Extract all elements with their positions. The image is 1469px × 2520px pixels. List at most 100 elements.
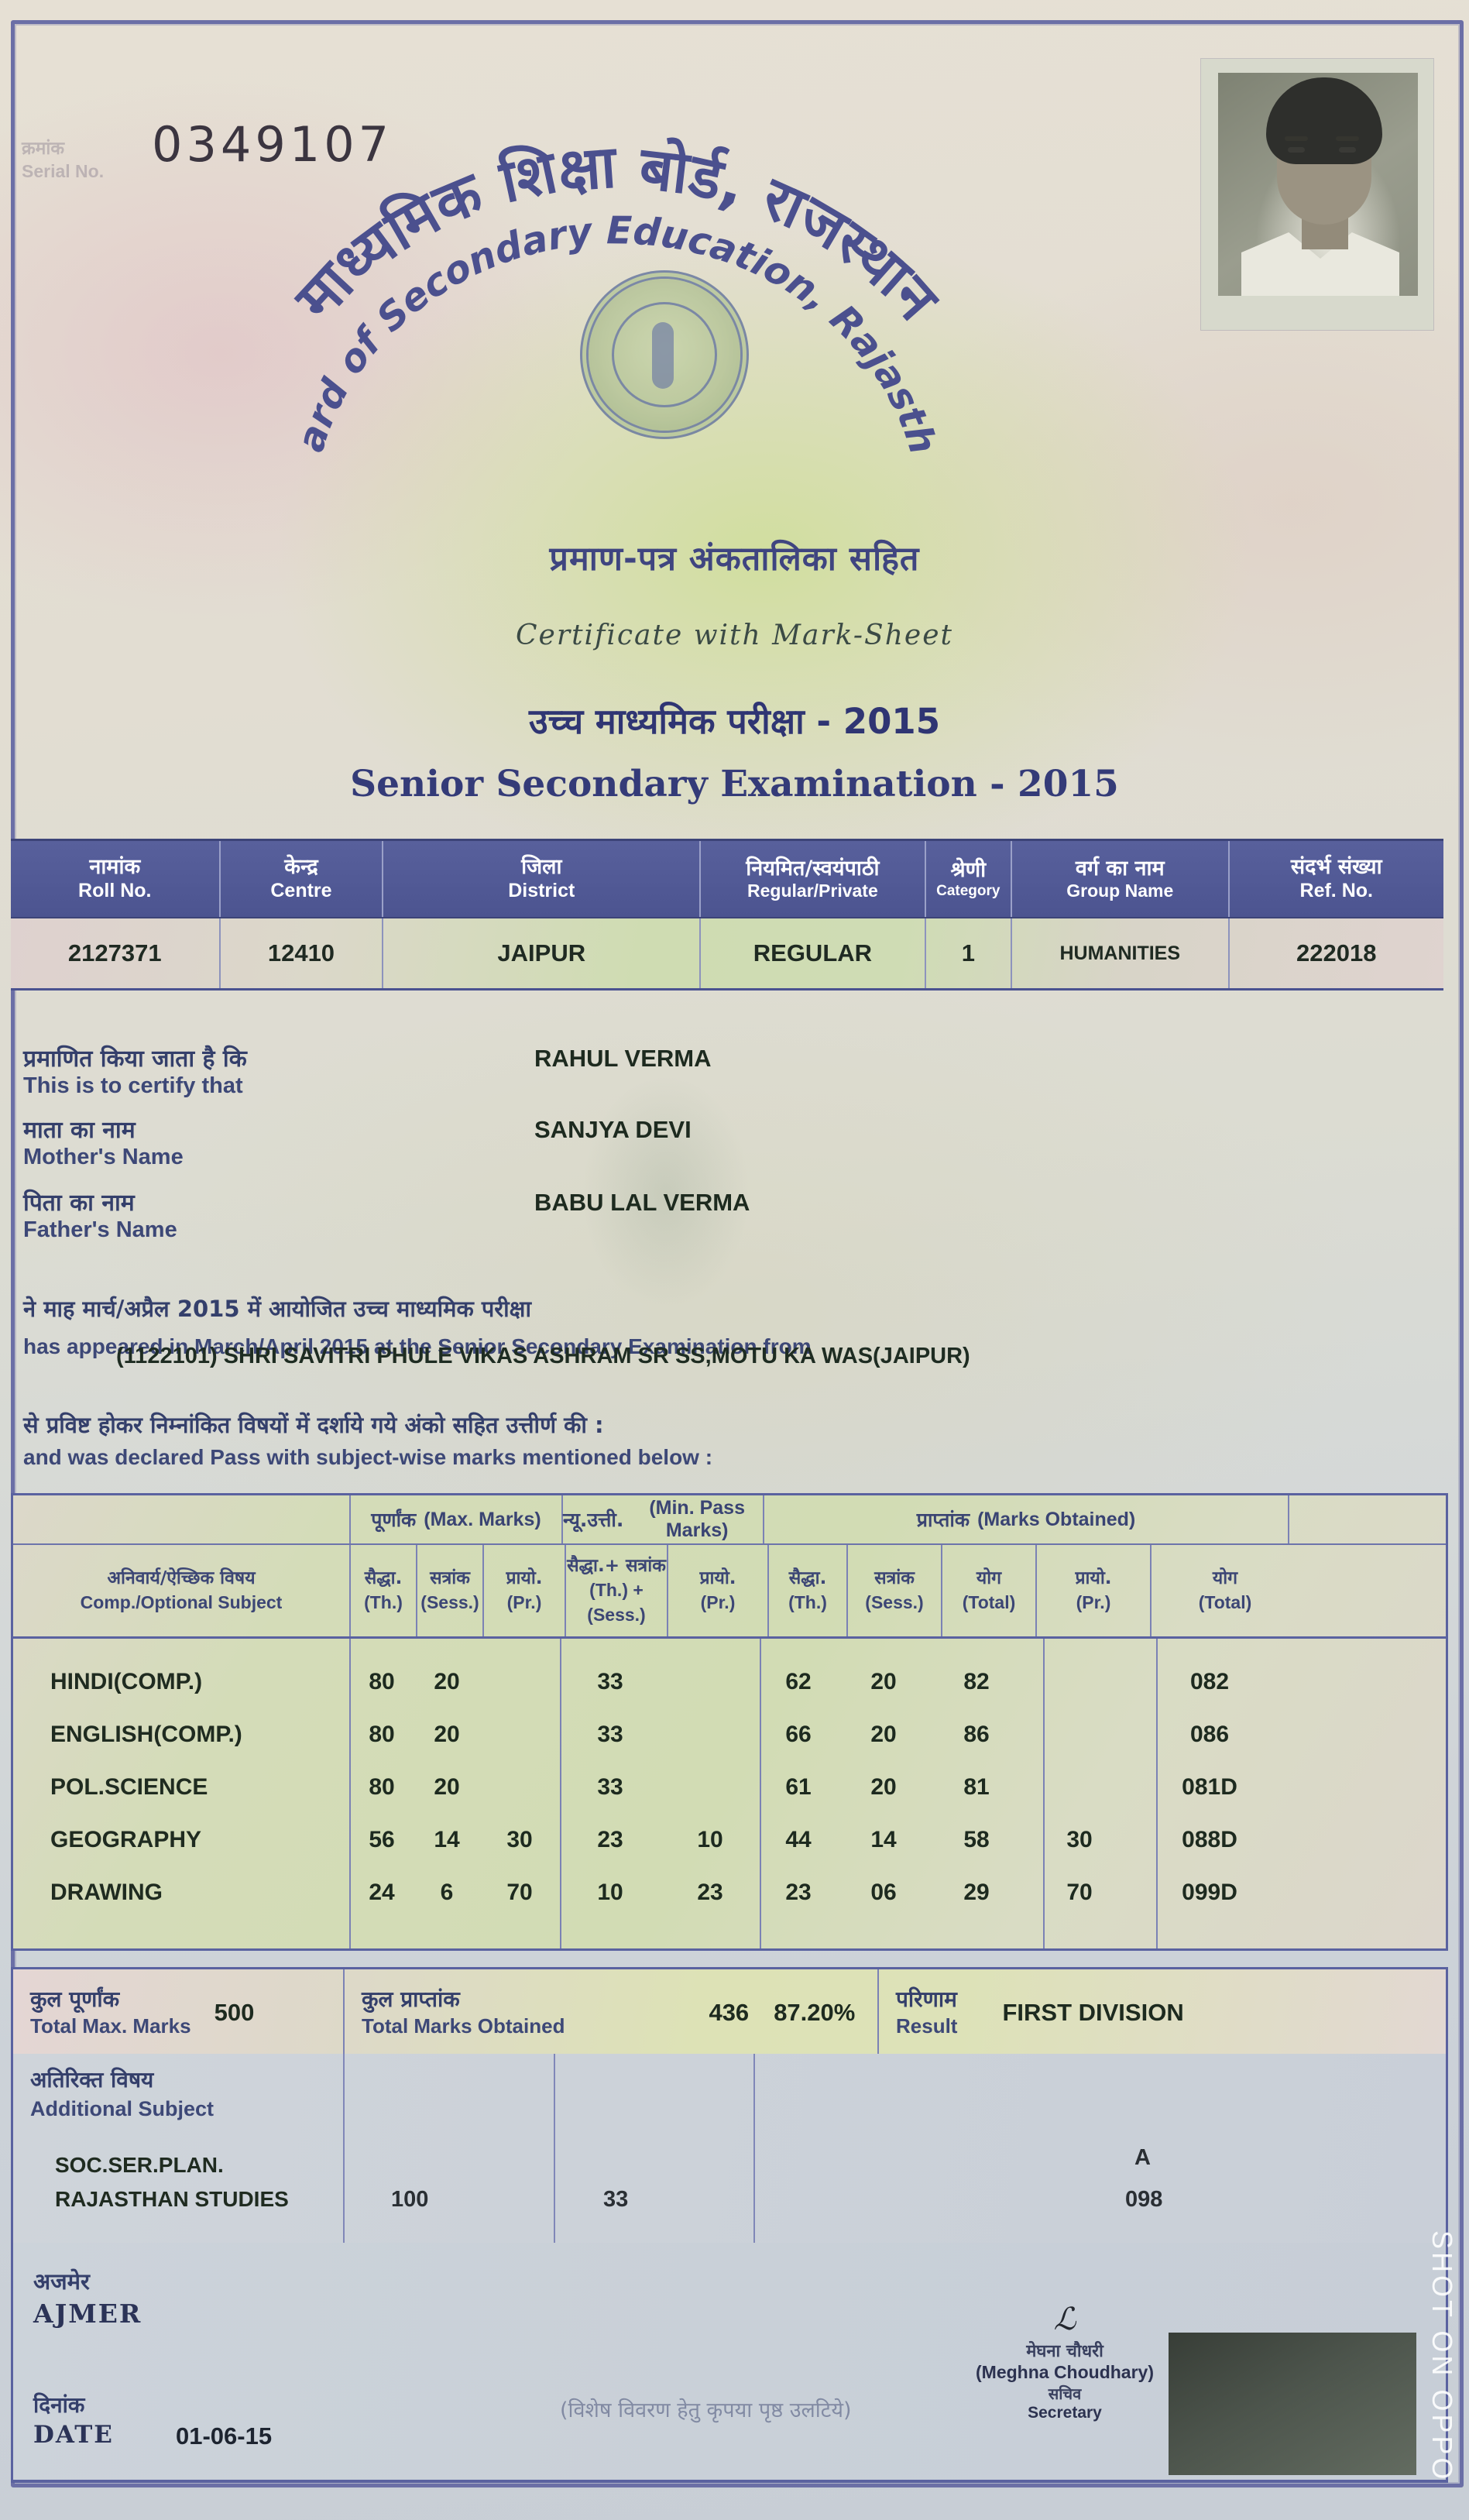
col-regular-private: नियमित/स्वयंपाठी Regular/Private	[701, 841, 926, 917]
marks-cell-min-thsess: 23	[597, 1827, 623, 1852]
marks-cell-max-th: 80	[369, 1722, 395, 1747]
marks-cell-obt-sess: 20	[870, 1722, 897, 1747]
sub-max-pr: प्रायो. (Pr.)	[484, 1545, 566, 1636]
additional-subject-2: RAJASTHAN STUDIES	[55, 2187, 289, 2211]
additional-min-cell: 33	[555, 2054, 755, 2243]
additional-subject-names: अतिरिक्त विषय Additional Subject SOC.SER…	[13, 2054, 345, 2243]
marks-rows: HINDI(COMP.) 80 20 33 62 20 82 082 ENGLISH(COMP.…	[13, 1639, 1446, 1948]
marks-cell-max-sess: 20	[434, 1669, 460, 1694]
marks-cell-grand-total: 086	[1189, 1722, 1230, 1747]
school-name: (1122101) SHRI SAVITRI PHULE VIKAS ASHRA…	[116, 1344, 970, 1368]
mother-label-hi: माता का नाम	[23, 1117, 136, 1144]
serial-label: क्रमांक Serial No.	[22, 138, 105, 181]
marks-cell-obt-th: 66	[785, 1722, 812, 1747]
sub-obt-sess: सत्रांक (Sess.)	[848, 1545, 942, 1636]
board-emblem-icon	[589, 279, 740, 431]
marks-cell-grand-total: 082	[1189, 1669, 1230, 1694]
sub-min-pr: प्रायो. (Pr.)	[668, 1545, 769, 1636]
father-label-en: Father's Name	[23, 1217, 177, 1242]
marks-cell-min-pr: 23	[697, 1880, 723, 1905]
subject-column-header: अनिवार्य/ऐच्छिक विषय Comp./Optional Subj…	[13, 1545, 351, 1636]
marks-cell-grand-total: 099D	[1182, 1880, 1237, 1905]
declared-hi: से प्रविष्ट होकर निम्नांकित विषयों में द…	[23, 1412, 604, 1438]
signatory-role-en: Secretary	[1028, 2404, 1102, 2422]
appeared-text: ने माह मार्च/अप्रैल 2015 में आयोजित उच्च…	[23, 1293, 812, 1359]
percentage-value: 87.20%	[774, 1999, 856, 2026]
camera-watermark: SHOT ON OPPO	[1426, 2230, 1458, 2483]
col-group-name: वर्ग का नाम Group Name	[1012, 841, 1230, 917]
marks-cell-grand-total: 081D	[1182, 1774, 1237, 1800]
watermark-seal-icon	[542, 1030, 790, 1355]
marks-cell-obt-sess: 20	[870, 1669, 897, 1694]
signature-block: ℒ मेघना चौधरी (Meghna Choudhary) सचिव Se…	[964, 2302, 1165, 2422]
col-category: श्रेणी Category	[926, 841, 1013, 917]
totals-row: कुल पूर्णांक Total Max. Marks 500 कुल प्…	[11, 1967, 1448, 2058]
subject-name: POL.SCIENCE	[50, 1774, 208, 1800]
total-obtained-cell: कुल प्राप्तांक Total Marks Obtained 436 …	[345, 1969, 879, 2056]
serial-number: 0349107	[152, 116, 393, 173]
date-value: 01-06-15	[176, 2422, 273, 2450]
candidate-info-header: नामांक Roll No. केन्द्र Centre जिला Distric…	[11, 839, 1443, 918]
result-cell: परिणाम Result FIRST DIVISION	[896, 1986, 1184, 2038]
col-ref-no: संदर्भ संख्या Ref. No.	[1290, 855, 1382, 902]
candidate-info-row: 2127371 12410 JAIPUR REGULAR 1 HUMANITIE…	[11, 918, 1443, 990]
marks-cell-max-sess: 6	[440, 1880, 454, 1905]
sub-obt-th: सैद्धा. (Th.)	[769, 1545, 848, 1636]
additional-marks: 098	[1125, 2187, 1163, 2212]
col-district: जिला District	[383, 841, 702, 917]
additional-grade: A	[1134, 2145, 1151, 2170]
marks-cell-obt-total: 81	[963, 1774, 990, 1800]
additional-result-cell: A 098	[755, 2054, 1286, 2243]
marks-cell-obt-th: 61	[785, 1774, 812, 1800]
marks-cell-min-thsess: 33	[597, 1669, 623, 1694]
total-max-marks-cell: कुल पूर्णांक Total Max. Marks 500	[13, 1969, 345, 2056]
candidate-info-table: नामांक Roll No. केन्द्र Centre जिला Distric…	[11, 839, 1443, 990]
official-stamp	[1169, 2333, 1416, 2475]
appeared-hi: ने माह मार्च/अप्रैल 2015 में आयोजित उच्च…	[23, 1296, 531, 1322]
certificate-title-hi: प्रमाण-पत्र अंकतालिका सहित	[549, 540, 920, 579]
marks-table-row: POL.SCIENCE 80 20 33 61 20 81 081D	[13, 1761, 1446, 1814]
total-obtained-value: 436	[709, 1999, 750, 2026]
marks-cell-obt-sess: 20	[870, 1774, 897, 1800]
value-regular-private: REGULAR	[701, 918, 926, 988]
marks-cell-max-th: 80	[369, 1774, 395, 1800]
marks-cell-obt-sess: 14	[870, 1827, 897, 1852]
student-name: RAHUL VERMA	[534, 1045, 712, 1072]
marks-cell-max-sess: 20	[434, 1722, 460, 1747]
marks-cell-max-th: 56	[369, 1827, 395, 1852]
marks-table: पूर्णांक (Max. Marks) न्यू.उत्ती. (Min. …	[11, 1493, 1448, 1951]
marks-cell-obt-total: 86	[963, 1722, 990, 1747]
additional-subject-section: अतिरिक्त विषय Additional Subject SOC.SER…	[11, 2054, 1448, 2245]
marks-table-row: DRAWING 24 6 70 10 23 23 06 29 70 099D	[13, 1866, 1446, 1919]
mother-label-en: Mother's Name	[23, 1145, 184, 1169]
marks-cell-min-pr: 10	[697, 1827, 723, 1852]
father-name: BABU LAL VERMA	[534, 1189, 750, 1216]
value-district: JAIPUR	[383, 918, 702, 988]
sub-obt-total: योग (Total)	[942, 1545, 1037, 1636]
marks-cell-max-pr: 70	[506, 1880, 533, 1905]
student-photo-frame	[1201, 59, 1433, 330]
sub-max-th: सैद्धा. (Th.)	[351, 1545, 417, 1636]
marks-cell-max-th: 80	[369, 1669, 395, 1694]
sub-min-thsess: सैद्धा.+ सत्रांक (Th.) + (Sess.)	[566, 1545, 668, 1636]
group-min-pass: न्यू.उत्ती. (Min. Pass Marks)	[563, 1495, 764, 1543]
marks-cell-obt-sess: 06	[870, 1880, 897, 1905]
marks-cell-max-pr: 30	[506, 1827, 533, 1852]
marks-cell-obt-pr: 70	[1066, 1880, 1093, 1905]
certificate-title-en: Certificate with Mark-Sheet	[516, 620, 953, 651]
additional-max-marks: 100	[391, 2187, 429, 2212]
certify-label-en: This is to certify that	[23, 1073, 243, 1098]
group-blank-right	[1289, 1495, 1361, 1543]
date-label-hi: दिनांक	[33, 2392, 85, 2418]
group-marks-obtained: प्राप्तांक (Marks Obtained)	[764, 1495, 1289, 1543]
marks-cell-obt-th: 62	[785, 1669, 812, 1694]
marks-cell-obt-total: 82	[963, 1669, 990, 1694]
appeared-en: has appeared in March/April 2015 at the …	[23, 1334, 812, 1358]
signature-icon: ℒ	[1053, 2302, 1076, 2337]
marks-cell-obt-total: 58	[963, 1827, 990, 1852]
board-name-arch: माध्यमिक शिक्षा बोर्ड, राजस्थान Board of…	[215, 15, 1004, 468]
marks-table-row: ENGLISH(COMP.) 80 20 33 66 20 86 086	[13, 1708, 1446, 1761]
additional-min-pass: 33	[603, 2187, 629, 2212]
marks-cell-obt-th: 23	[785, 1880, 812, 1905]
